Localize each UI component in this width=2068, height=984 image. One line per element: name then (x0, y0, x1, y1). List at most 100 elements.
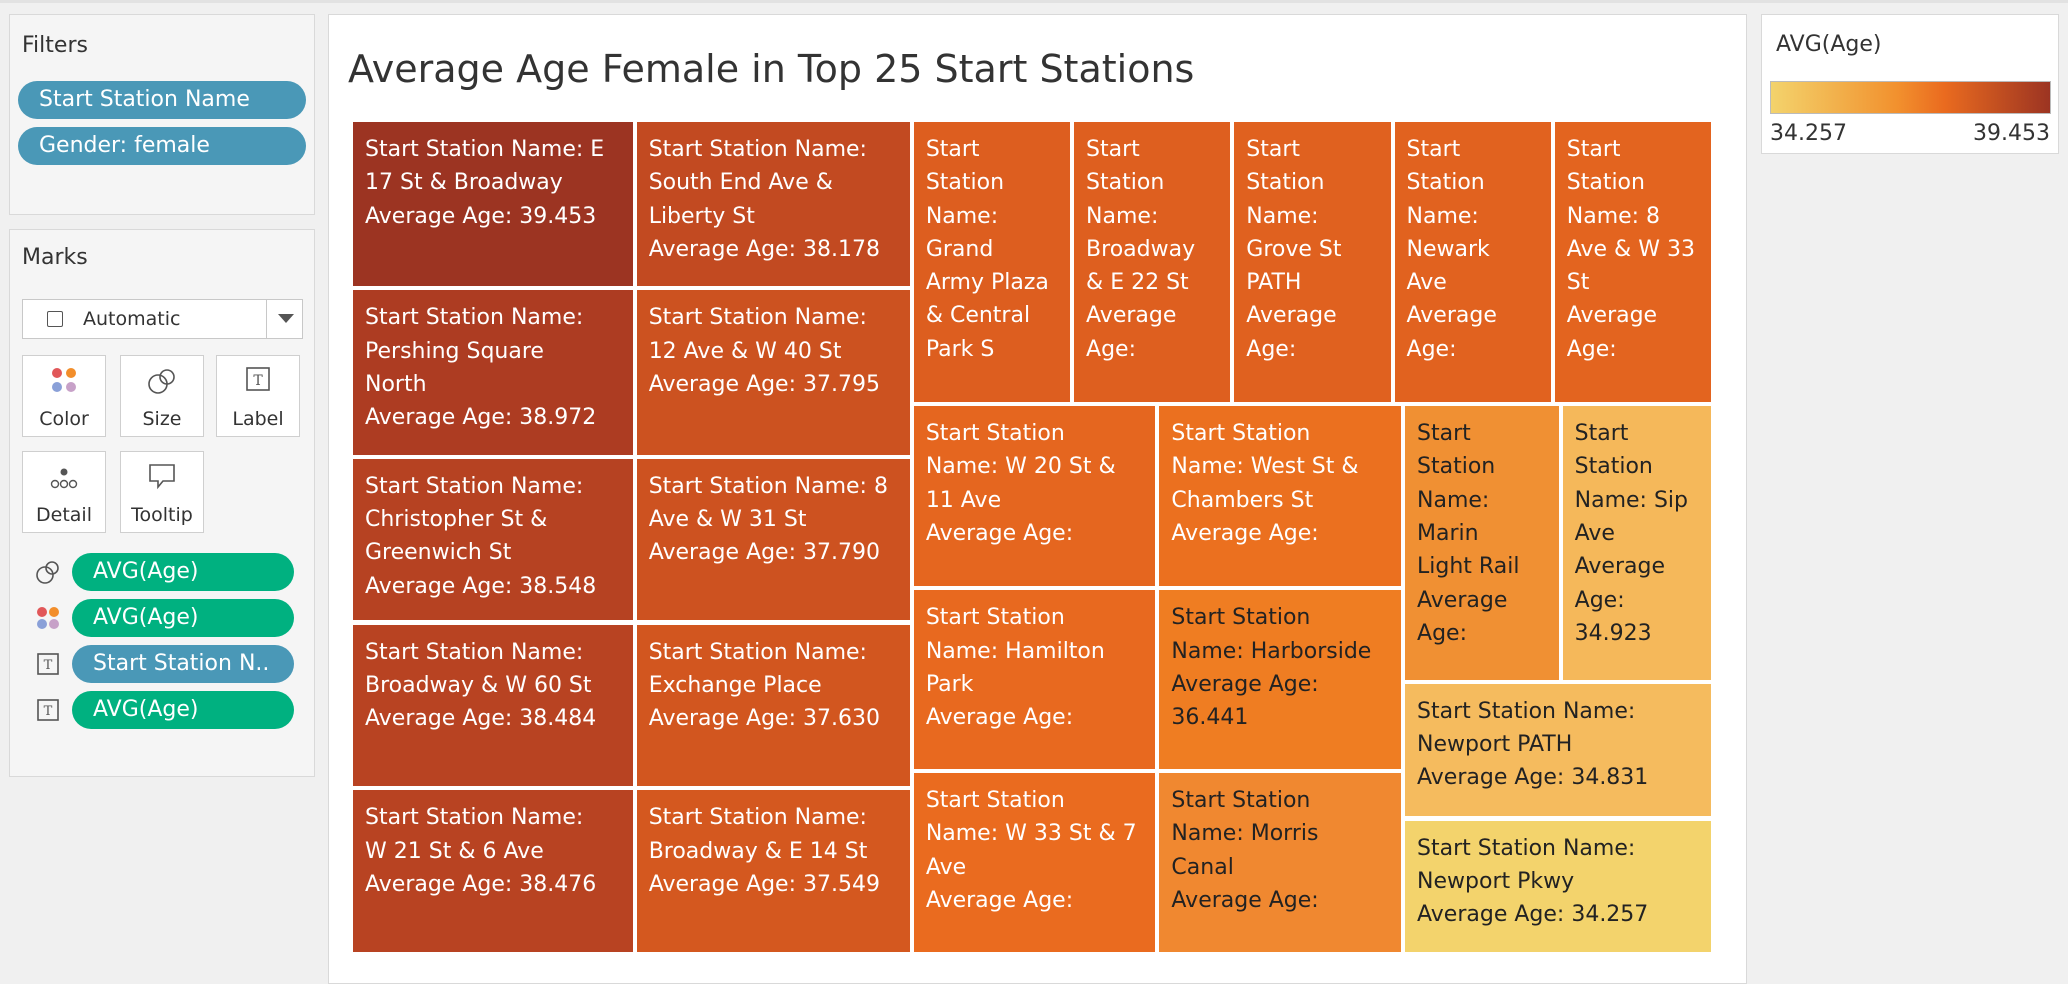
treemap-cell[interactable]: Start Station Name: West St & Chambers St A… (1157, 404, 1404, 589)
chevron-down-icon[interactable] (278, 314, 294, 323)
tooltip-button[interactable]: Tooltip (120, 451, 204, 533)
treemap-cell[interactable]: Start Station Name: 8 Ave & W 33 St Average Ag… (1552, 120, 1713, 405)
treemap-label-line: Ave & W 33 (1566, 236, 1695, 262)
treemap-cell[interactable]: Start Station Name: Pershing Square North A… (351, 288, 635, 457)
treemap-cell-label: Start Station Name: Newport Pkwy Average A… (1417, 832, 1699, 932)
treemap-label-line: Average Age: (925, 521, 1074, 547)
treemap-label-line: Station (1574, 454, 1653, 480)
viz-container: Average Age Female in Top 25 Start Stati… (328, 14, 1747, 984)
treemap-cell-label: Start Station Name: South End Ave & Libert… (649, 133, 898, 266)
treemap-cell[interactable]: Start Station Name: 12 Ave & W 40 St Avera… (634, 288, 912, 457)
treemap-label-line: & E 22 St (1086, 270, 1189, 296)
svg-text:T: T (44, 704, 53, 719)
treemap-label-line: Average Age: (1171, 671, 1319, 697)
treemap-label-line: Chambers St (1171, 487, 1314, 513)
treemap-label-line: Start Station Name: 8 (648, 473, 888, 499)
treemap-cell-label: Start Station Name: W 20 St & 11 Ave Averag… (926, 417, 1144, 550)
mark-type-dropdown[interactable]: Automatic (22, 299, 303, 339)
treemap-label-line: 12 Ave & W 40 St (648, 338, 842, 364)
treemap-cell[interactable]: Start Station Name: Broadway & E 14 St Ave… (634, 788, 912, 954)
treemap-cell[interactable]: Start Station Name: Morris Canal Average Ag… (1157, 771, 1404, 954)
treemap-label-line: Average (1566, 303, 1658, 329)
treemap-label-line: Name: (1246, 203, 1319, 229)
treemap-label-line: Start (1086, 137, 1140, 162)
treemap-label-line: Light Rail (1417, 554, 1520, 580)
color-button[interactable]: Color (22, 355, 106, 437)
color-icon (52, 368, 76, 392)
treemap-label-line: Average Age: 38.972 (365, 405, 597, 431)
treemap-cell[interactable]: Start Station Name: Broadway & E 22 St Averag… (1072, 120, 1233, 405)
treemap-label-line: Average Age: (1171, 888, 1319, 914)
treemap-label-line: Name: (1406, 203, 1479, 229)
treemap-cell-label: Start Station Name: 8 Ave & W 31 St Averag… (649, 470, 898, 570)
treemap-label-line: Broadway & W 60 St (365, 672, 592, 698)
treemap-cell[interactable]: Start Station Name: Grand Army Plaza & Centra… (911, 120, 1073, 405)
svg-text:T: T (44, 658, 53, 673)
treemap-cell[interactable]: Start Station Name: Exchange Place Average… (634, 622, 912, 789)
treemap-label-line: Start Station Name: (648, 805, 867, 831)
treemap-label-line: 11 Ave (925, 487, 1002, 513)
label-button[interactable]: T Label (216, 355, 300, 437)
treemap-cell-label: Start Station Name: 12 Ave & W 40 St Avera… (649, 301, 898, 401)
treemap-cell[interactable]: Start Station Name: Newark Ave Average Age: (1392, 120, 1553, 405)
tooltip-button-label: Tooltip (131, 504, 193, 526)
treemap-label-line: Army Plaza (925, 270, 1049, 296)
treemap-label-line: Average Age: (925, 705, 1074, 731)
treemap-label-line: Average Age: 38.178 (648, 236, 880, 262)
treemap-label-line: Name: 8 (1566, 203, 1661, 229)
treemap-cell-label: Start Station Name: Grove St PATH Average Age: (1246, 133, 1378, 366)
treemap-label-line: Name: Hamilton (925, 638, 1105, 664)
filters-title: Filters (22, 33, 88, 58)
treemap-cell[interactable]: Start Station Name: South End Ave & Libert… (634, 120, 912, 289)
treemap-label-line: Start Station Name: (648, 137, 867, 162)
treemap-label-line: Park (925, 671, 974, 697)
treemap-cell[interactable]: Start Station Name: Grove St PATH Average Age: (1232, 120, 1393, 405)
treemap-cell-label: Start Station Name: West St & Chambers St A… (1171, 417, 1389, 550)
treemap-label-line: Christopher St & (365, 507, 548, 533)
size-button[interactable]: Size (120, 355, 204, 437)
treemap-cell[interactable]: Start Station Name: W 20 St & 11 Ave Averag… (911, 404, 1158, 589)
treemap-label-line: Start Station (925, 605, 1065, 631)
treemap-cell[interactable]: Start Station Name: 8 Ave & W 31 St Averag… (634, 456, 912, 623)
treemap-cell[interactable]: Start Station Name: Sip Ave Average Age: 34.92… (1560, 404, 1713, 682)
legend-max-label: 39.453 (1973, 121, 2050, 146)
treemap-cell[interactable]: Start Station Name: Newport PATH Average A… (1403, 681, 1713, 819)
legend-gradient-bar (1770, 81, 2051, 114)
detail-button[interactable]: Detail (22, 451, 106, 533)
label-shelf-pill-station[interactable]: Start Station N.. (72, 645, 294, 683)
treemap-cell[interactable]: Start Station Name: W 33 St & 7 Ave Average… (911, 771, 1158, 954)
size-icon (148, 369, 175, 394)
label-shelf-pill-age[interactable]: AVG(Age) (72, 691, 294, 729)
treemap-label-line: Start Station (1171, 605, 1311, 631)
color-shelf-pill[interactable]: AVG(Age) (72, 599, 294, 637)
treemap-label-line: Average Age: (925, 888, 1074, 914)
treemap-cell[interactable]: Start Station Name: Broadway & W 60 St Ave… (351, 622, 635, 789)
treemap-label-line: & Central (925, 303, 1031, 329)
treemap-cell[interactable]: Start Station Name: Harborside Average Age… (1157, 588, 1404, 772)
treemap-label-line: Age: (1574, 587, 1625, 613)
treemap-cell[interactable]: Start Station Name: E 17 St & Broadway Ave… (351, 120, 635, 289)
treemap-label-line: Start Station Name: (365, 805, 584, 831)
treemap-label-line: Name: Sip (1574, 487, 1688, 513)
treemap-label-line: Average Age: 39.453 (365, 203, 597, 229)
treemap-cell[interactable]: Start Station Name: W 21 St & 6 Ave Averag… (351, 788, 635, 954)
treemap-label-line: Age: (1086, 336, 1137, 362)
treemap-label-line: Greenwich St (365, 540, 512, 566)
treemap-cell[interactable]: Start Station Name: Hamilton Park Average A… (911, 588, 1158, 772)
treemap-label-line: 17 St & Broadway (365, 170, 563, 196)
treemap-label-line: Average Age: (1171, 521, 1319, 547)
size-shelf-pill[interactable]: AVG(Age) (72, 553, 294, 591)
size-button-label: Size (142, 408, 182, 430)
legend-min-label: 34.257 (1770, 121, 1847, 146)
treemap-label-line: Start Station Name: (365, 639, 584, 665)
treemap-cell[interactable]: Start Station Name: Marin Light Rail Average A… (1403, 404, 1561, 682)
treemap-label-line: Name: West St & (1171, 454, 1359, 480)
filter-pill-gender[interactable]: Gender: female (18, 127, 306, 165)
treemap-label-line: Ave (1406, 270, 1447, 296)
filter-pill-start-station-name[interactable]: Start Station Name (18, 81, 306, 119)
treemap-label-line: Name: (1086, 203, 1159, 229)
treemap-label-line: Station (925, 170, 1005, 196)
treemap-cell[interactable]: Start Station Name: Christopher St & Green… (351, 456, 635, 623)
treemap-label-line: Station (1406, 170, 1485, 196)
treemap-cell[interactable]: Start Station Name: Newport Pkwy Average A… (1403, 818, 1713, 954)
